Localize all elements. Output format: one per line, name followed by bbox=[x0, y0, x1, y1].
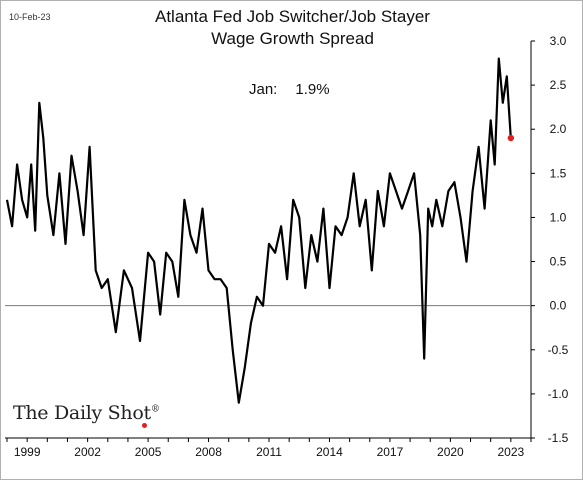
annotation-value: 1.9% bbox=[295, 81, 330, 98]
x-tick-label: 2023 bbox=[497, 445, 524, 459]
x-tick-label: 2017 bbox=[377, 445, 404, 459]
x-tick-label: 2011 bbox=[256, 445, 282, 459]
x-axis-ticks: 1999 2002 2005 2008 2011 2014 2017 2020 2023 bbox=[6, 438, 532, 459]
y-axis-ticks: 3.0 2.5 2.0 1.5 1.0 0.5 0.0 -0.5 -1.0 -1.5 bbox=[531, 34, 569, 445]
y-tick-label: 0.5 bbox=[550, 255, 567, 269]
last-point-marker bbox=[507, 134, 515, 142]
y-tick-label: 3.0 bbox=[550, 34, 567, 48]
x-tick-label: 2002 bbox=[74, 445, 101, 459]
latest-value-annotation: Jan: 1.9% bbox=[249, 81, 330, 98]
brand-mark: ® bbox=[150, 404, 160, 415]
x-tick-label: 1999 bbox=[14, 445, 41, 459]
x-tick-label: 2020 bbox=[437, 445, 464, 459]
y-tick-label: 0.0 bbox=[550, 299, 567, 313]
annotation-label: Jan: bbox=[249, 81, 278, 98]
series-line bbox=[5, 57, 512, 404]
y-tick-label: 2.5 bbox=[550, 78, 567, 92]
y-tick-label: -1.5 bbox=[548, 431, 569, 445]
brand-name: The Daily Shot bbox=[13, 402, 151, 424]
brand-dot-icon bbox=[142, 423, 147, 428]
y-tick-label: 2.0 bbox=[550, 122, 567, 136]
date-stamp: 10-Feb-23 bbox=[9, 12, 51, 22]
y-tick-label: 1.0 bbox=[550, 210, 567, 224]
chart-title-line-2: Wage Growth Spread bbox=[211, 29, 374, 48]
brand-logo: The Daily Shot® bbox=[13, 402, 160, 424]
x-tick-label: 2005 bbox=[135, 445, 162, 459]
chart-title: Atlanta Fed Job Switcher/Job Stayer Wage… bbox=[1, 6, 583, 50]
x-tick-label: 2008 bbox=[195, 445, 222, 459]
y-tick-label: 1.5 bbox=[550, 166, 567, 180]
y-tick-label: -1.0 bbox=[548, 387, 569, 401]
chart-title-line-1: Atlanta Fed Job Switcher/Job Stayer bbox=[155, 7, 430, 26]
x-tick-label: 2014 bbox=[316, 445, 343, 459]
y-tick-label: -0.5 bbox=[548, 343, 569, 357]
